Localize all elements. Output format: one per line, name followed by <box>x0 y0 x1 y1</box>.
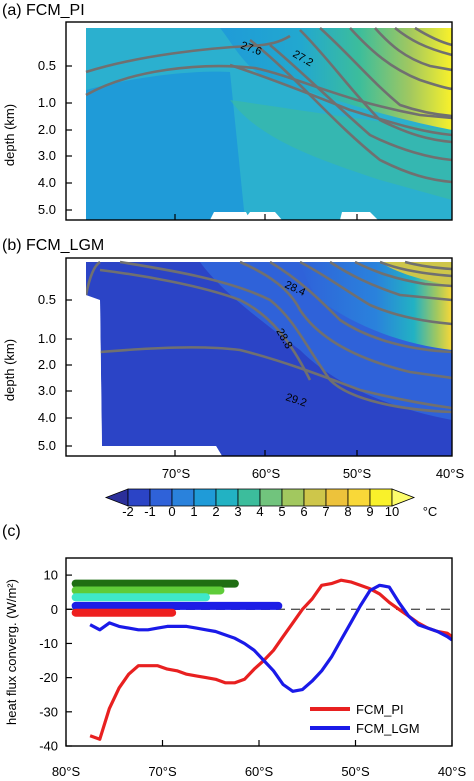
panel-c-ytick: 10 <box>44 568 58 583</box>
panel-a-ytick: 0.5 <box>38 58 56 73</box>
colorbar-label: -1 <box>144 504 156 519</box>
panel-a-deep-region <box>86 71 245 220</box>
colorbar-label: 3 <box>234 504 241 519</box>
panel-a-topography <box>66 22 86 220</box>
series-line-fcm-lgm <box>89 583 452 693</box>
panel-c-plot <box>66 578 452 741</box>
colorbar-cell <box>391 488 416 507</box>
panel-c: (c) heat flux converg. (W/m²) 10 0 -10 -20 -… <box>2 523 466 779</box>
panel-b-ytick: 2.0 <box>38 357 56 372</box>
colorbar-cells <box>104 488 416 507</box>
panel-b-xtick: 70°S <box>162 466 191 481</box>
panel-b-ytick: 1.0 <box>38 331 56 346</box>
panel-a: (a) FCM_PI depth (km) <box>2 2 453 221</box>
panel-a-contours <box>85 26 452 184</box>
colorbar-label: 7 <box>322 504 329 519</box>
panel-c-xtick: 80°S <box>52 764 81 779</box>
colorbar-labels: -2 -1 0 1 2 3 4 5 6 7 8 9 10 <box>122 504 399 519</box>
panel-b-ytick: 3.0 <box>38 383 56 398</box>
panel-c-ytick: -10 <box>39 636 58 651</box>
colorbar: -2 -1 0 1 2 3 4 5 6 7 8 9 10 °C <box>104 488 438 519</box>
legend-label-pi: FCM_PI <box>356 702 404 717</box>
panel-c-ytick: 0 <box>51 602 58 617</box>
colorbar-label: 8 <box>344 504 351 519</box>
legend-label-lgm: FCM_LGM <box>356 721 420 736</box>
panel-b-xtick: 50°S <box>343 466 372 481</box>
colorbar-label: 1 <box>190 504 197 519</box>
panel-a-ytick: 5.0 <box>38 202 56 217</box>
panel-b-xtick: 60°S <box>252 466 281 481</box>
panel-b-x-ticks: 70°S 60°S 50°S 40°S <box>162 466 465 481</box>
panel-c-xtick: 50°S <box>341 764 370 779</box>
series-line-fcm-pi <box>89 578 452 741</box>
panel-b: (b) FCM_LGM depth (km) <box>2 237 464 481</box>
panel-c-xtick: 70°S <box>148 764 177 779</box>
panel-a-seafloor <box>210 212 250 220</box>
panel-b-topography <box>66 258 86 456</box>
panel-a-ytick: 4.0 <box>38 175 56 190</box>
panel-a-ytick: 1.0 <box>38 95 56 110</box>
panel-b-contours <box>84 260 452 414</box>
panel-b-frame <box>65 257 453 457</box>
panel-c-title: (c) <box>2 523 21 540</box>
panel-c-xtick: 60°S <box>245 764 274 779</box>
panel-b-tick-marks <box>66 299 358 456</box>
panel-a-y-ticks: 0.5 1.0 2.0 3.0 4.0 5.0 <box>38 58 56 217</box>
panel-b-xtick: 40°S <box>436 466 465 481</box>
panel-c-ylabel: heat flux converg. (W/m²) <box>4 579 19 725</box>
panel-a-frame <box>65 21 453 221</box>
panel-c-y-ticks: 10 0 -10 -20 -30 -40 <box>39 568 72 754</box>
panel-c-ytick: -20 <box>39 670 58 685</box>
panel-a-title: (a) FCM_PI <box>2 2 85 19</box>
panel-c-legend: FCM_PI FCM_LGM <box>310 702 420 736</box>
colorbar-label: 6 <box>300 504 307 519</box>
colorbar-label: -2 <box>122 504 134 519</box>
panel-b-field <box>66 258 452 456</box>
panel-a-field <box>66 22 452 220</box>
colorbar-label: 0 <box>168 504 175 519</box>
panel-b-ytick: 0.5 <box>38 292 56 307</box>
panel-c-ytick: -40 <box>39 739 58 754</box>
colorbar-label: 2 <box>212 504 219 519</box>
panel-b-left-gap <box>86 300 102 456</box>
panel-b-title: (b) FCM_LGM <box>2 237 104 254</box>
panel-c-xtick: 40°S <box>438 764 467 779</box>
panel-b-ytick: 4.0 <box>38 410 56 425</box>
panel-c-ytick: -30 <box>39 704 58 719</box>
colorbar-label: 5 <box>278 504 285 519</box>
panel-b-ylabel: depth (km) <box>2 339 17 401</box>
panel-c-x-ticks: 80°S 70°S 60°S 50°S 40°S <box>52 740 467 779</box>
panel-a-ytick: 2.0 <box>38 122 56 137</box>
panel-a-ytick: 3.0 <box>38 148 56 163</box>
colorbar-label: 4 <box>256 504 263 519</box>
panel-b-ytick: 5.0 <box>38 438 56 453</box>
panel-b-seafloor <box>102 446 222 456</box>
panel-c-ylabel-text: heat flux converg. (W/m²) <box>4 579 19 725</box>
panel-a-ylabel: depth (km) <box>2 104 17 166</box>
colorbar-unit: °C <box>423 504 438 519</box>
colorbar-label: 10 <box>385 504 399 519</box>
colorbar-label: 9 <box>366 504 373 519</box>
panel-a-tick-marks <box>66 65 358 220</box>
panel-b-y-ticks: 0.5 1.0 2.0 3.0 4.0 5.0 <box>38 292 56 453</box>
